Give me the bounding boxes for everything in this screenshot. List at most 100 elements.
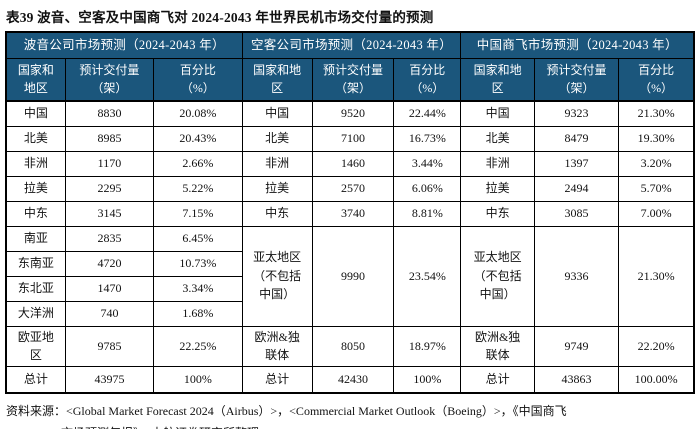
- pct-cell: 5.22%: [153, 175, 243, 202]
- table-row: 北美 8985 20.43% 北美 7100 16.73% 北美 8479 19…: [5, 125, 695, 152]
- region-cell: 北美: [241, 125, 313, 152]
- region-cell-total: 总计: [5, 365, 66, 394]
- qty-cell: 8050: [311, 325, 395, 367]
- pct-cell: 21.30%: [618, 100, 695, 127]
- table-row: 中东 3145 7.15% 中东 3740 8.81% 中东 3085 7.00…: [5, 200, 695, 227]
- qty-cell: 1170: [64, 150, 155, 177]
- pct-cell: 22.44%: [393, 100, 462, 127]
- qty-cell: 9749: [533, 325, 620, 367]
- region-cell: 拉美: [5, 175, 66, 202]
- boeing-pct-header: 百分比 （%）: [153, 57, 243, 102]
- region-cell: 东北亚: [5, 275, 66, 302]
- table-row: 东南亚 4720 10.73%: [5, 250, 694, 277]
- pct-cell: 8.81%: [393, 200, 462, 227]
- group-header-row: 波音公司市场预测（2024-2043 年） 空客公司市场预测（2024-2043…: [5, 31, 695, 59]
- qty-cell: 1397: [533, 150, 620, 177]
- qty-cell: 9990: [311, 225, 395, 327]
- pct-cell: 10.73%: [153, 250, 243, 277]
- region-cell-total: 总计: [460, 365, 535, 394]
- qty-cell: 2835: [64, 225, 155, 252]
- pct-cell: 20.08%: [153, 100, 243, 127]
- pct-cell: 22.20%: [618, 325, 695, 367]
- qty-cell: 1460: [311, 150, 395, 177]
- region-cell: 北美: [5, 125, 66, 152]
- data-source-note: 资料来源：<Global Market Forecast 2024（Airbus…: [6, 400, 700, 429]
- region-cell: 非洲: [241, 150, 313, 177]
- qty-cell: 9336: [533, 225, 620, 327]
- region-cell: 中东: [5, 200, 66, 227]
- pct-cell: 6.45%: [153, 225, 243, 252]
- comac-qty-header: 预计交付量 （架）: [533, 57, 620, 102]
- qty-cell: 42430: [311, 365, 395, 394]
- qty-cell: 9520: [311, 100, 395, 127]
- region-cell: 中东: [460, 200, 535, 227]
- region-cell: 非洲: [5, 150, 66, 177]
- airbus-group-header: 空客公司市场预测（2024-2043 年）: [241, 31, 462, 59]
- region-cell: 南亚: [5, 225, 66, 252]
- boeing-qty-header: 预计交付量 （架）: [64, 57, 155, 102]
- table-row: 欧亚地 区 9785 22.25% 欧洲&独 联体 8050 18.97% 欧洲…: [5, 325, 695, 367]
- comac-pct-header: 百分比 （%）: [618, 57, 695, 102]
- qty-cell: 3145: [64, 200, 155, 227]
- boeing-group-header: 波音公司市场预测（2024-2043 年）: [5, 31, 243, 59]
- pct-cell: 1.68%: [153, 300, 243, 327]
- table-row: 拉美 2295 5.22% 拉美 2570 6.06% 拉美 2494 5.70…: [5, 175, 695, 202]
- airbus-pct-header: 百分比 （%）: [393, 57, 462, 102]
- pct-cell: 7.15%: [153, 200, 243, 227]
- pct-cell: 2.66%: [153, 150, 243, 177]
- pct-cell: 6.06%: [393, 175, 462, 202]
- region-cell-apac: 亚太地区 （不包括 中国）: [241, 225, 313, 327]
- forecast-table: 波音公司市场预测（2024-2043 年） 空客公司市场预测（2024-2043…: [5, 31, 695, 395]
- pct-cell: 3.34%: [153, 275, 243, 302]
- region-cell: 东南亚: [5, 250, 66, 277]
- region-cell: 中国: [241, 100, 313, 127]
- table-row: 中国 8830 20.08% 中国 9520 22.44% 中国 9323 21…: [5, 100, 695, 127]
- airbus-region-header: 国家和地 区: [241, 57, 313, 102]
- boeing-region-header: 国家和 地区: [5, 57, 66, 102]
- qty-cell: 7100: [311, 125, 395, 152]
- comac-group-header: 中国商飞市场预测（2024-2043 年）: [460, 31, 695, 59]
- qty-cell: 2570: [311, 175, 395, 202]
- qty-cell: 4720: [64, 250, 155, 277]
- pct-cell: 20.43%: [153, 125, 243, 152]
- pct-cell: 18.97%: [393, 325, 462, 367]
- table-row: 东北亚 1470 3.34%: [5, 275, 694, 302]
- qty-cell: 8830: [64, 100, 155, 127]
- region-cell: 非洲: [460, 150, 535, 177]
- data-source-line2: 2024-2043 市场预测年报》，中航证券研究所整理: [6, 422, 700, 429]
- pct-cell: 23.54%: [393, 225, 462, 327]
- pct-cell: 5.70%: [618, 175, 695, 202]
- region-cell-apac: 亚太地区 （不包括 中国）: [460, 225, 535, 327]
- qty-cell: 1470: [64, 275, 155, 302]
- region-cell: 中国: [5, 100, 66, 127]
- table-row: 非洲 1170 2.66% 非洲 1460 3.44% 非洲 1397 3.20…: [5, 150, 695, 177]
- table-row: 南亚 2835 6.45% 亚太地区 （不包括 中国） 9990 23.54% …: [5, 225, 695, 327]
- pct-cell: 7.00%: [618, 200, 695, 227]
- region-cell: 欧亚地 区: [5, 325, 66, 367]
- pct-cell: 16.73%: [393, 125, 462, 152]
- region-cell: 北美: [460, 125, 535, 152]
- pct-cell: 22.25%: [153, 325, 243, 367]
- qty-cell: 9323: [533, 100, 620, 127]
- pct-cell: 100%: [153, 365, 243, 394]
- region-cell: 拉美: [241, 175, 313, 202]
- pct-cell: 19.30%: [618, 125, 695, 152]
- pct-cell: 3.44%: [393, 150, 462, 177]
- total-row: 总计 43975 100% 总计 42430 100% 总计 43863 100…: [5, 365, 695, 394]
- qty-cell: 3740: [311, 200, 395, 227]
- region-cell: 中国: [460, 100, 535, 127]
- region-cell: 中东: [241, 200, 313, 227]
- region-cell: 拉美: [460, 175, 535, 202]
- qty-cell: 2494: [533, 175, 620, 202]
- qty-cell: 3085: [533, 200, 620, 227]
- comac-region-header: 国家和地 区: [460, 57, 535, 102]
- data-source-line1: 资料来源：<Global Market Forecast 2024（Airbus…: [6, 404, 567, 419]
- pct-cell: 100%: [393, 365, 462, 394]
- qty-cell: 43975: [64, 365, 155, 394]
- region-cell: 大洋洲: [5, 300, 66, 327]
- qty-cell: 8479: [533, 125, 620, 152]
- region-cell-europe: 欧洲&独 联体: [241, 325, 313, 367]
- pct-cell: 100.00%: [618, 365, 695, 394]
- pct-cell: 21.30%: [618, 225, 695, 327]
- column-header-row: 国家和 地区 预计交付量 （架） 百分比 （%） 国家和地 区 预计交付量 （架…: [5, 57, 695, 102]
